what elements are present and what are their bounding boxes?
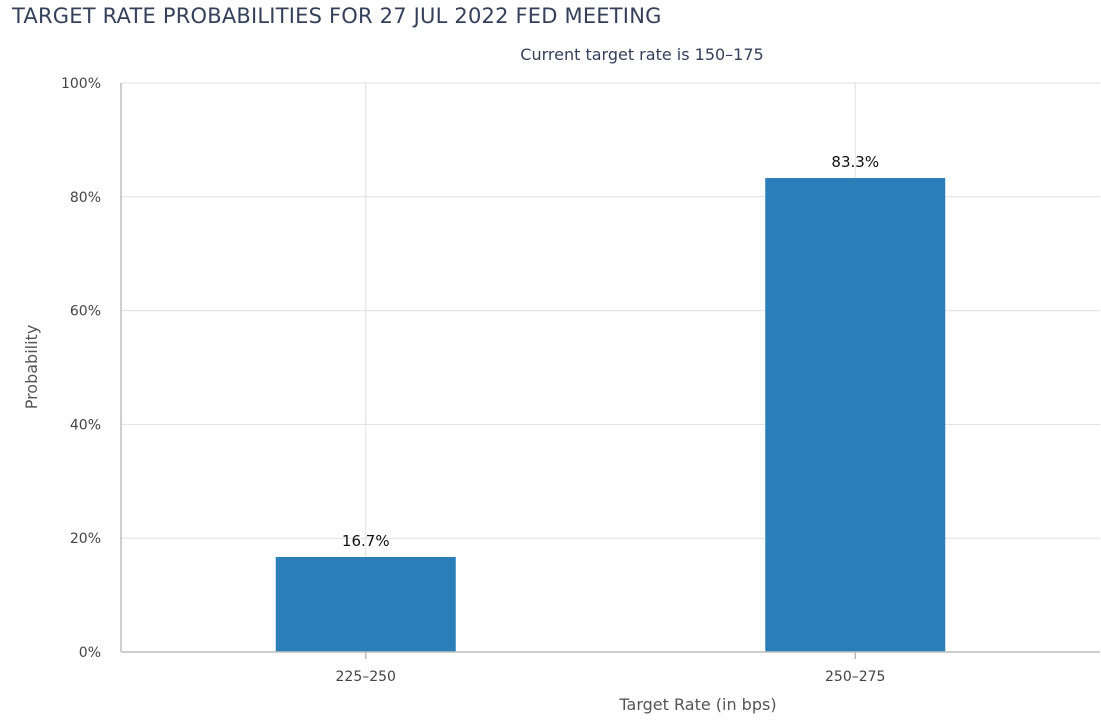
- y-tick-label: 0%: [79, 645, 101, 661]
- data-label: 83.3%: [831, 153, 879, 171]
- chart-title: TARGET RATE PROBABILITIES FOR 27 JUL 202…: [12, 4, 662, 28]
- bar: [765, 178, 946, 652]
- chart-subtitle: Current target rate is 150–175: [520, 45, 763, 64]
- x-tick-label: 250–275: [825, 669, 885, 685]
- y-tick-label: 100%: [61, 76, 101, 92]
- labels: 0% 20% 40% 60% 80% 100% 16.7% 225–250 83.3% 250–2…: [61, 76, 886, 685]
- y-tick-label: 80%: [70, 190, 101, 206]
- y-tick-label: 20%: [70, 531, 101, 547]
- gridlines: [121, 82, 1100, 652]
- bars: [275, 178, 946, 652]
- y-tick-label: 40%: [70, 417, 101, 433]
- bar: [275, 556, 456, 652]
- axes: [120, 83, 1100, 659]
- x-tick-label: 225–250: [336, 669, 396, 685]
- y-axis-title: Probability: [22, 325, 41, 410]
- x-axis-title: Target Rate (in bps): [618, 695, 776, 714]
- y-tick-label: 60%: [70, 304, 101, 320]
- data-label: 16.7%: [342, 532, 390, 550]
